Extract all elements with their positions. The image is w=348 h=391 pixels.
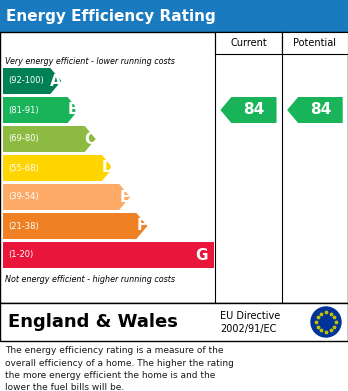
Text: (1-20): (1-20): [8, 251, 33, 260]
Polygon shape: [220, 97, 277, 123]
Polygon shape: [3, 68, 61, 94]
Text: E: E: [119, 190, 130, 204]
Text: 84: 84: [310, 102, 331, 118]
Text: 2002/91/EC: 2002/91/EC: [220, 324, 276, 334]
Text: The energy efficiency rating is a measure of the
overall efficiency of a home. T: The energy efficiency rating is a measur…: [5, 346, 234, 391]
Text: (92-100): (92-100): [8, 77, 44, 86]
Polygon shape: [287, 97, 343, 123]
Polygon shape: [3, 213, 147, 239]
Text: C: C: [85, 131, 96, 147]
Circle shape: [311, 307, 341, 337]
Bar: [0, 0, 348, 32]
Text: Energy Efficiency Rating: Energy Efficiency Rating: [6, 9, 216, 23]
Text: England & Wales: England & Wales: [8, 313, 178, 331]
Text: (21-38): (21-38): [8, 221, 39, 231]
Bar: [0, 32, 348, 303]
Polygon shape: [3, 184, 130, 210]
Text: Not energy efficient - higher running costs: Not energy efficient - higher running co…: [5, 274, 175, 283]
Text: EU Directive: EU Directive: [220, 311, 280, 321]
Text: B: B: [67, 102, 79, 118]
Text: (39-54): (39-54): [8, 192, 39, 201]
Text: G: G: [196, 248, 208, 262]
Text: (55-68): (55-68): [8, 163, 39, 172]
Text: F: F: [137, 219, 147, 233]
Text: Very energy efficient - lower running costs: Very energy efficient - lower running co…: [5, 57, 175, 66]
Text: Current: Current: [230, 38, 267, 48]
Text: (69-80): (69-80): [8, 135, 39, 143]
Text: D: D: [101, 160, 114, 176]
Bar: [282, 32, 348, 54]
Polygon shape: [3, 97, 79, 123]
Bar: [0, 303, 348, 341]
Polygon shape: [3, 242, 214, 268]
Text: Potential: Potential: [293, 38, 337, 48]
Polygon shape: [3, 155, 113, 181]
Text: 84: 84: [243, 102, 264, 118]
Text: (81-91): (81-91): [8, 106, 39, 115]
Text: A: A: [50, 74, 62, 88]
Polygon shape: [3, 126, 96, 152]
Bar: [215, 32, 282, 54]
